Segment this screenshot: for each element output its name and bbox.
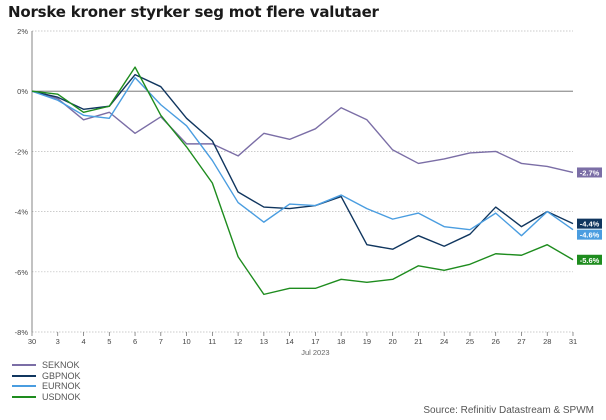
axes: 2% 0% -2% -4% -6% -8%30 3 4 5 6 7 10 11 12 13 14 17 18 19 2… bbox=[15, 27, 578, 346]
end-label-box bbox=[577, 218, 602, 229]
x-tick-label: 10 bbox=[182, 337, 190, 346]
x-tick-label: 24 bbox=[440, 337, 448, 346]
x-tick-label: 5 bbox=[107, 337, 111, 346]
end-label-text: -4.4% bbox=[580, 220, 600, 229]
legend-label: SEKNOK bbox=[42, 360, 80, 371]
x-tick-label: 20 bbox=[388, 337, 396, 346]
chart-title: Norske kroner styrker seg mot flere valu… bbox=[8, 3, 379, 21]
legend-swatch bbox=[12, 374, 36, 377]
line-chart: 2% 0% -2% -4% -6% -8%30 3 4 5 6 7 10 11 12 13 14 17 18 19 2… bbox=[15, 27, 602, 357]
y-tick-label: -6% bbox=[15, 268, 29, 277]
end-label-box bbox=[577, 229, 602, 240]
legend-swatch bbox=[12, 395, 36, 398]
x-tick-label: 6 bbox=[133, 337, 137, 346]
legend: SEKNOK GBPNOK EURNOK USDNOK bbox=[12, 360, 81, 402]
x-tick-label: 19 bbox=[363, 337, 371, 346]
end-label-text: -5.6% bbox=[580, 256, 600, 265]
x-tick-label: 25 bbox=[466, 337, 474, 346]
legend-item-usdnok: USDNOK bbox=[12, 392, 81, 403]
x-tick-label: 18 bbox=[337, 337, 345, 346]
y-tick-label: -4% bbox=[15, 208, 29, 217]
gridlines bbox=[32, 30, 573, 333]
legend-label: USDNOK bbox=[42, 391, 81, 402]
y-tick-label: 0% bbox=[17, 87, 28, 96]
end-labels: -2.7% -4.4% -4.6% -5.6% bbox=[577, 167, 602, 265]
y-tick-label: 2% bbox=[17, 27, 28, 36]
x-tick-label: 11 bbox=[208, 337, 216, 346]
end-label-text: -2.7% bbox=[580, 168, 600, 177]
x-tick-label: 17 bbox=[311, 337, 319, 346]
x-tick-label: 30 bbox=[28, 337, 36, 346]
end-label-text: -4.6% bbox=[580, 231, 600, 240]
x-tick-label: 13 bbox=[260, 337, 268, 346]
end-label-seknok: -2.7% bbox=[577, 167, 602, 178]
series-line-seknok bbox=[31, 90, 574, 174]
y-tick-label: -2% bbox=[15, 147, 29, 156]
source-note: Source: Refinitiv Datastream & SPWM bbox=[423, 405, 594, 416]
x-tick-label: 21 bbox=[414, 337, 422, 346]
x-tick-label: 26 bbox=[492, 337, 500, 346]
end-label-eurnok: -4.6% bbox=[577, 229, 602, 240]
legend-item-seknok: SEKNOK bbox=[12, 360, 81, 371]
x-tick-label: 7 bbox=[159, 337, 163, 346]
x-axis-label: Jul 2023 bbox=[301, 348, 329, 357]
end-label-box bbox=[577, 254, 602, 265]
series-lines bbox=[31, 66, 574, 296]
legend-swatch bbox=[12, 385, 36, 388]
x-tick-label: 12 bbox=[234, 337, 242, 346]
x-tick-label: 14 bbox=[285, 337, 293, 346]
end-label-gbpnok: -4.4% bbox=[577, 218, 602, 229]
y-tick-label: -8% bbox=[15, 328, 29, 337]
x-tick-label: 4 bbox=[81, 337, 85, 346]
x-tick-label: 27 bbox=[517, 337, 525, 346]
legend-item-eurnok: EURNOK bbox=[12, 381, 81, 392]
series-line-eurnok bbox=[31, 76, 574, 237]
x-tick-label: 28 bbox=[543, 337, 551, 346]
legend-label: EURNOK bbox=[42, 381, 81, 392]
legend-item-gbpnok: GBPNOK bbox=[12, 371, 81, 382]
end-label-usdnok: -5.6% bbox=[577, 254, 602, 265]
legend-swatch bbox=[12, 364, 36, 367]
legend-label: GBPNOK bbox=[42, 370, 81, 381]
x-tick-label: 3 bbox=[56, 337, 60, 346]
series-line-usdnok bbox=[31, 66, 574, 296]
x-tick-label: 31 bbox=[569, 337, 577, 346]
end-label-box bbox=[577, 167, 602, 178]
